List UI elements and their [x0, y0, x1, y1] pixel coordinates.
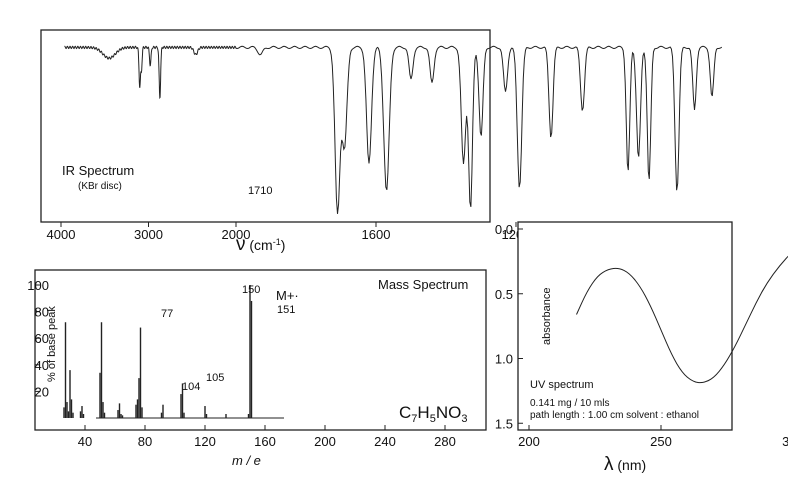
peak-label-151: 151 [277, 304, 295, 316]
uv-panel: 0.00.51.01.5 200250300350 absorbance UV … [495, 222, 788, 475]
mass-x-tick-label: 120 [194, 434, 216, 449]
uv-concentration-note: 0.141 mg / 10 mls [530, 398, 609, 409]
mass-title: Mass Spectrum [378, 277, 468, 292]
ir-title: IR Spectrum [62, 163, 134, 178]
uv-x-tick-label: 300 [782, 434, 788, 449]
mass-x-tick-label: 280 [434, 434, 456, 449]
uv-x-axis-label: λ (nm) [604, 454, 646, 475]
ir-annotation-1710: 1710 [248, 185, 272, 197]
mass-y-axis-label: % of base peak [46, 306, 58, 382]
uv-y-tick-label: 0.5 [495, 287, 513, 302]
uv-y-tick-label: 0.0 [495, 222, 513, 237]
uv-path-note: path length : 1.00 cm solvent : ethanol [530, 410, 699, 421]
uv-y-axis-label: absorbance [541, 288, 553, 346]
ir-subtitle: (KBr disc) [78, 181, 122, 192]
mass-x-axis-label: m / e [232, 453, 261, 468]
mass-x-tick-label: 240 [374, 434, 396, 449]
uv-x-tick-label: 200 [518, 434, 540, 449]
peak-label-104: 104 [182, 381, 200, 393]
uv-y-tick-label: 1.0 [495, 352, 513, 367]
mass-y-tick-label: 20 [35, 384, 49, 399]
peak-label-105: 105 [206, 372, 224, 384]
ir-x-axis-label: ν (cm-1) [236, 234, 285, 255]
ir-x-tick-label: 3000 [134, 227, 163, 242]
uv-y-tick-label: 1.5 [495, 416, 513, 431]
peak-label-molecular-ion: M+· [276, 288, 299, 303]
uv-x-tick-label: 250 [650, 434, 672, 449]
mass-x-tick-label: 80 [138, 434, 152, 449]
mass-x-tick-label: 160 [254, 434, 276, 449]
uv-title: UV spectrum [530, 379, 594, 391]
peak-label-77: 77 [161, 308, 173, 320]
mass-x-tick-label: 40 [78, 434, 92, 449]
mass-y-tick-label: 100 [27, 278, 49, 293]
peak-label-150: 150 [242, 284, 260, 296]
ir-x-tick-label: 4000 [47, 227, 76, 242]
ir-panel: 40003000200016001200800 IR Spectrum (KBr… [41, 30, 722, 255]
mass-x-tick-label: 200 [314, 434, 336, 449]
ir-x-tick-label: 1600 [362, 227, 391, 242]
